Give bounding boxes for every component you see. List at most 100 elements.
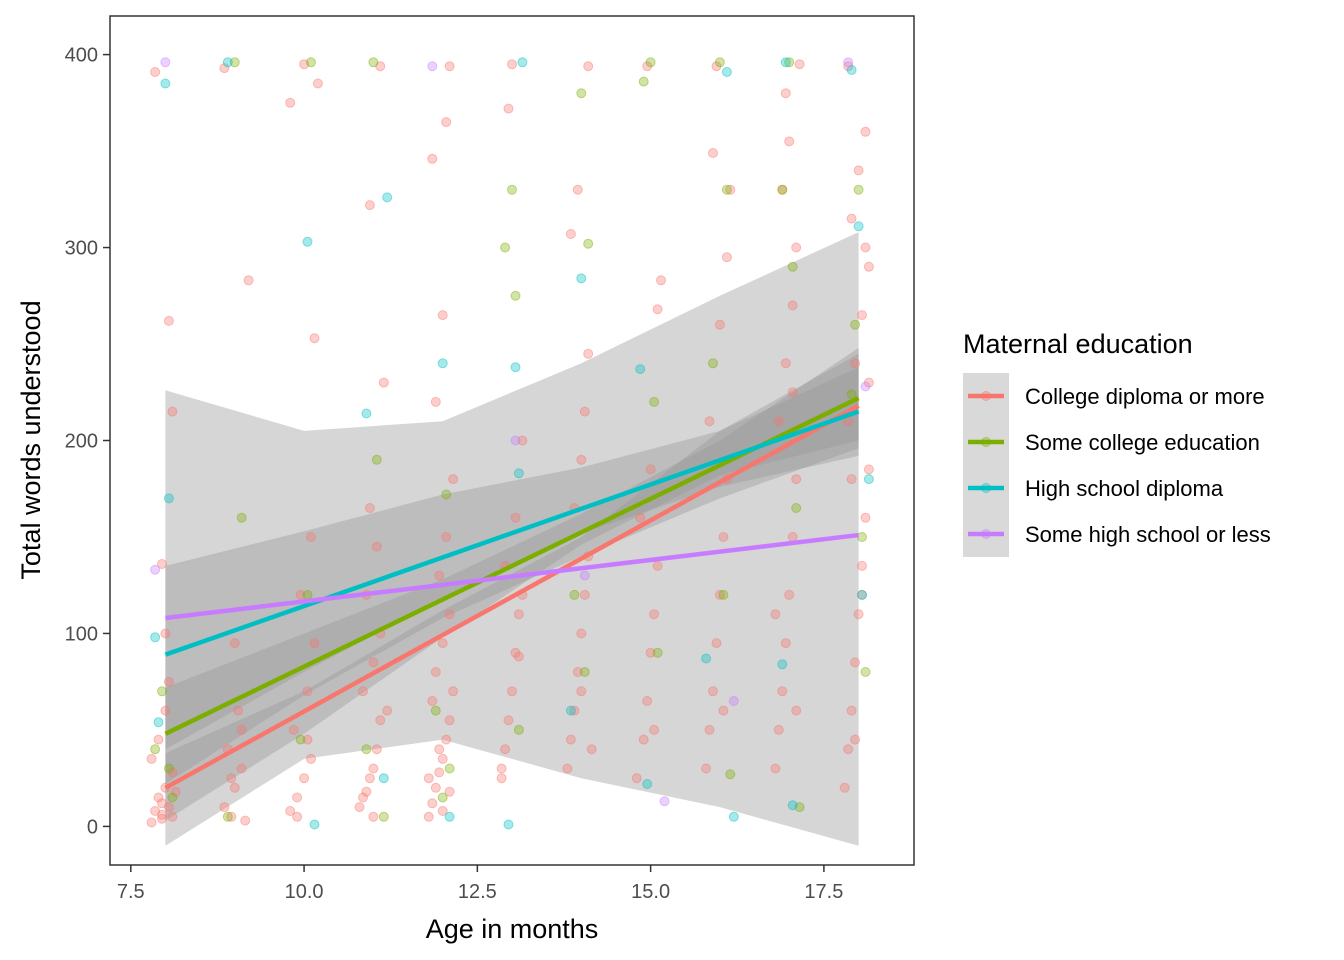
- point-college-diploma-or-more: [236, 763, 247, 774]
- point-college-diploma-or-more: [787, 300, 798, 311]
- point-some-college-education: [649, 396, 660, 407]
- point-some-college-education: [718, 589, 729, 600]
- point-college-diploma-or-more: [839, 782, 850, 793]
- point-high-school-diploma: [517, 57, 528, 68]
- point-college-diploma-or-more: [846, 705, 857, 716]
- point-college-diploma-or-more: [441, 117, 452, 128]
- point-college-diploma-or-more: [437, 638, 448, 649]
- point-college-diploma-or-more: [510, 647, 521, 658]
- point-college-diploma-or-more: [430, 667, 441, 677]
- point-college-diploma-or-more: [579, 406, 590, 417]
- point-some-college-education: [638, 76, 649, 87]
- point-college-diploma-or-more: [167, 406, 178, 417]
- point-college-diploma-or-more: [354, 802, 365, 813]
- point-some-college-education: [507, 184, 517, 195]
- point-some-high-school-or-less: [659, 796, 670, 807]
- point-college-diploma-or-more: [579, 589, 590, 600]
- point-college-diploma-or-more: [770, 763, 781, 774]
- point-college-diploma-or-more: [777, 686, 788, 697]
- legend-label-high-school-diploma: High school diploma: [1025, 476, 1224, 501]
- point-college-diploma-or-more: [157, 798, 167, 809]
- x-axis: 7.5 10.0 12.5 15.0 17.5: [117, 865, 843, 903]
- point-some-high-school-or-less: [150, 564, 161, 575]
- point-college-diploma-or-more: [163, 676, 174, 687]
- fit-line-college-diploma-or-more: [164, 403, 860, 790]
- point-college-diploma-or-more: [219, 802, 230, 813]
- point-some-college-education: [846, 389, 857, 400]
- point-college-diploma-or-more: [157, 813, 167, 824]
- point-high-school-diploma: [163, 493, 174, 504]
- point-college-diploma-or-more: [583, 61, 594, 72]
- point-college-diploma-or-more: [714, 589, 725, 600]
- point-some-college-education: [853, 184, 864, 195]
- point-some-college-education: [583, 238, 594, 249]
- point-some-college-education: [444, 763, 455, 774]
- point-some-high-school-or-less: [728, 696, 739, 706]
- point-some-college-education: [725, 769, 736, 780]
- point-college-diploma-or-more: [285, 97, 296, 108]
- point-college-diploma-or-more: [444, 786, 455, 797]
- point-some-college-education: [784, 57, 795, 68]
- point-some-college-education: [794, 802, 805, 813]
- point-college-diploma-or-more: [448, 686, 459, 697]
- point-high-school-diploma: [444, 811, 455, 822]
- point-college-diploma-or-more: [309, 638, 320, 649]
- point-college-diploma-or-more: [378, 377, 389, 388]
- point-college-diploma-or-more: [576, 686, 587, 697]
- point-college-diploma-or-more: [306, 532, 316, 542]
- point-some-college-education: [361, 744, 372, 755]
- point-some-college-education: [378, 811, 389, 822]
- point-college-diploma-or-more: [167, 811, 178, 822]
- point-college-diploma-or-more: [423, 811, 434, 822]
- y-tick-label: 200: [65, 431, 98, 453]
- point-high-school-diploma: [721, 67, 732, 77]
- point-college-diploma-or-more: [714, 319, 725, 330]
- fit-line-high-school-diploma: [164, 409, 860, 657]
- fit-line-some-high-school-or-less: [165, 532, 859, 621]
- point-college-diploma-or-more: [500, 744, 511, 755]
- point-some-college-education: [229, 57, 240, 68]
- point-high-school-diploma: [728, 811, 739, 822]
- point-some-college-education: [371, 454, 382, 465]
- y-tick-label: 300: [65, 238, 98, 260]
- point-college-diploma-or-more: [708, 148, 718, 158]
- point-college-diploma-or-more: [850, 734, 861, 745]
- point-college-diploma-or-more: [496, 763, 507, 774]
- point-college-diploma-or-more: [163, 315, 174, 326]
- point-college-diploma-or-more: [368, 763, 379, 774]
- point-college-diploma-or-more: [507, 59, 517, 70]
- point-college-diploma-or-more: [364, 773, 375, 784]
- point-college-diploma-or-more: [302, 686, 313, 697]
- point-some-college-education: [295, 734, 306, 745]
- legend-label-some-high-school-or-less: Some high school or less: [1025, 522, 1271, 547]
- point-college-diploma-or-more: [586, 744, 597, 755]
- point-college-diploma-or-more: [312, 78, 323, 89]
- point-college-diploma-or-more: [853, 165, 864, 176]
- point-some-college-education: [645, 57, 656, 68]
- point-high-school-diploma: [302, 236, 313, 247]
- point-college-diploma-or-more: [427, 798, 438, 809]
- point-college-diploma-or-more: [292, 792, 303, 803]
- point-high-school-diploma: [780, 57, 791, 68]
- point-high-school-diploma: [853, 221, 864, 232]
- point-college-diploma-or-more: [791, 242, 802, 253]
- point-college-diploma-or-more: [292, 811, 303, 822]
- point-college-diploma-or-more: [863, 261, 874, 272]
- y-tick-label: 0: [87, 816, 98, 838]
- point-college-diploma-or-more: [236, 724, 247, 735]
- x-tick-label: 7.5: [117, 881, 145, 903]
- point-high-school-diploma: [857, 589, 867, 600]
- point-some-college-education: [708, 358, 718, 369]
- point-college-diploma-or-more: [718, 532, 729, 542]
- point-college-diploma-or-more: [299, 59, 310, 70]
- point-college-diploma-or-more: [857, 589, 867, 600]
- fit-lines: [164, 396, 860, 790]
- point-college-diploma-or-more: [780, 358, 791, 369]
- point-college-diploma-or-more: [157, 809, 167, 820]
- point-college-diploma-or-more: [444, 61, 455, 72]
- point-college-diploma-or-more: [146, 817, 157, 828]
- point-high-school-diploma: [513, 468, 524, 479]
- point-college-diploma-or-more: [562, 763, 573, 774]
- point-college-diploma-or-more: [240, 815, 251, 826]
- point-college-diploma-or-more: [375, 61, 386, 72]
